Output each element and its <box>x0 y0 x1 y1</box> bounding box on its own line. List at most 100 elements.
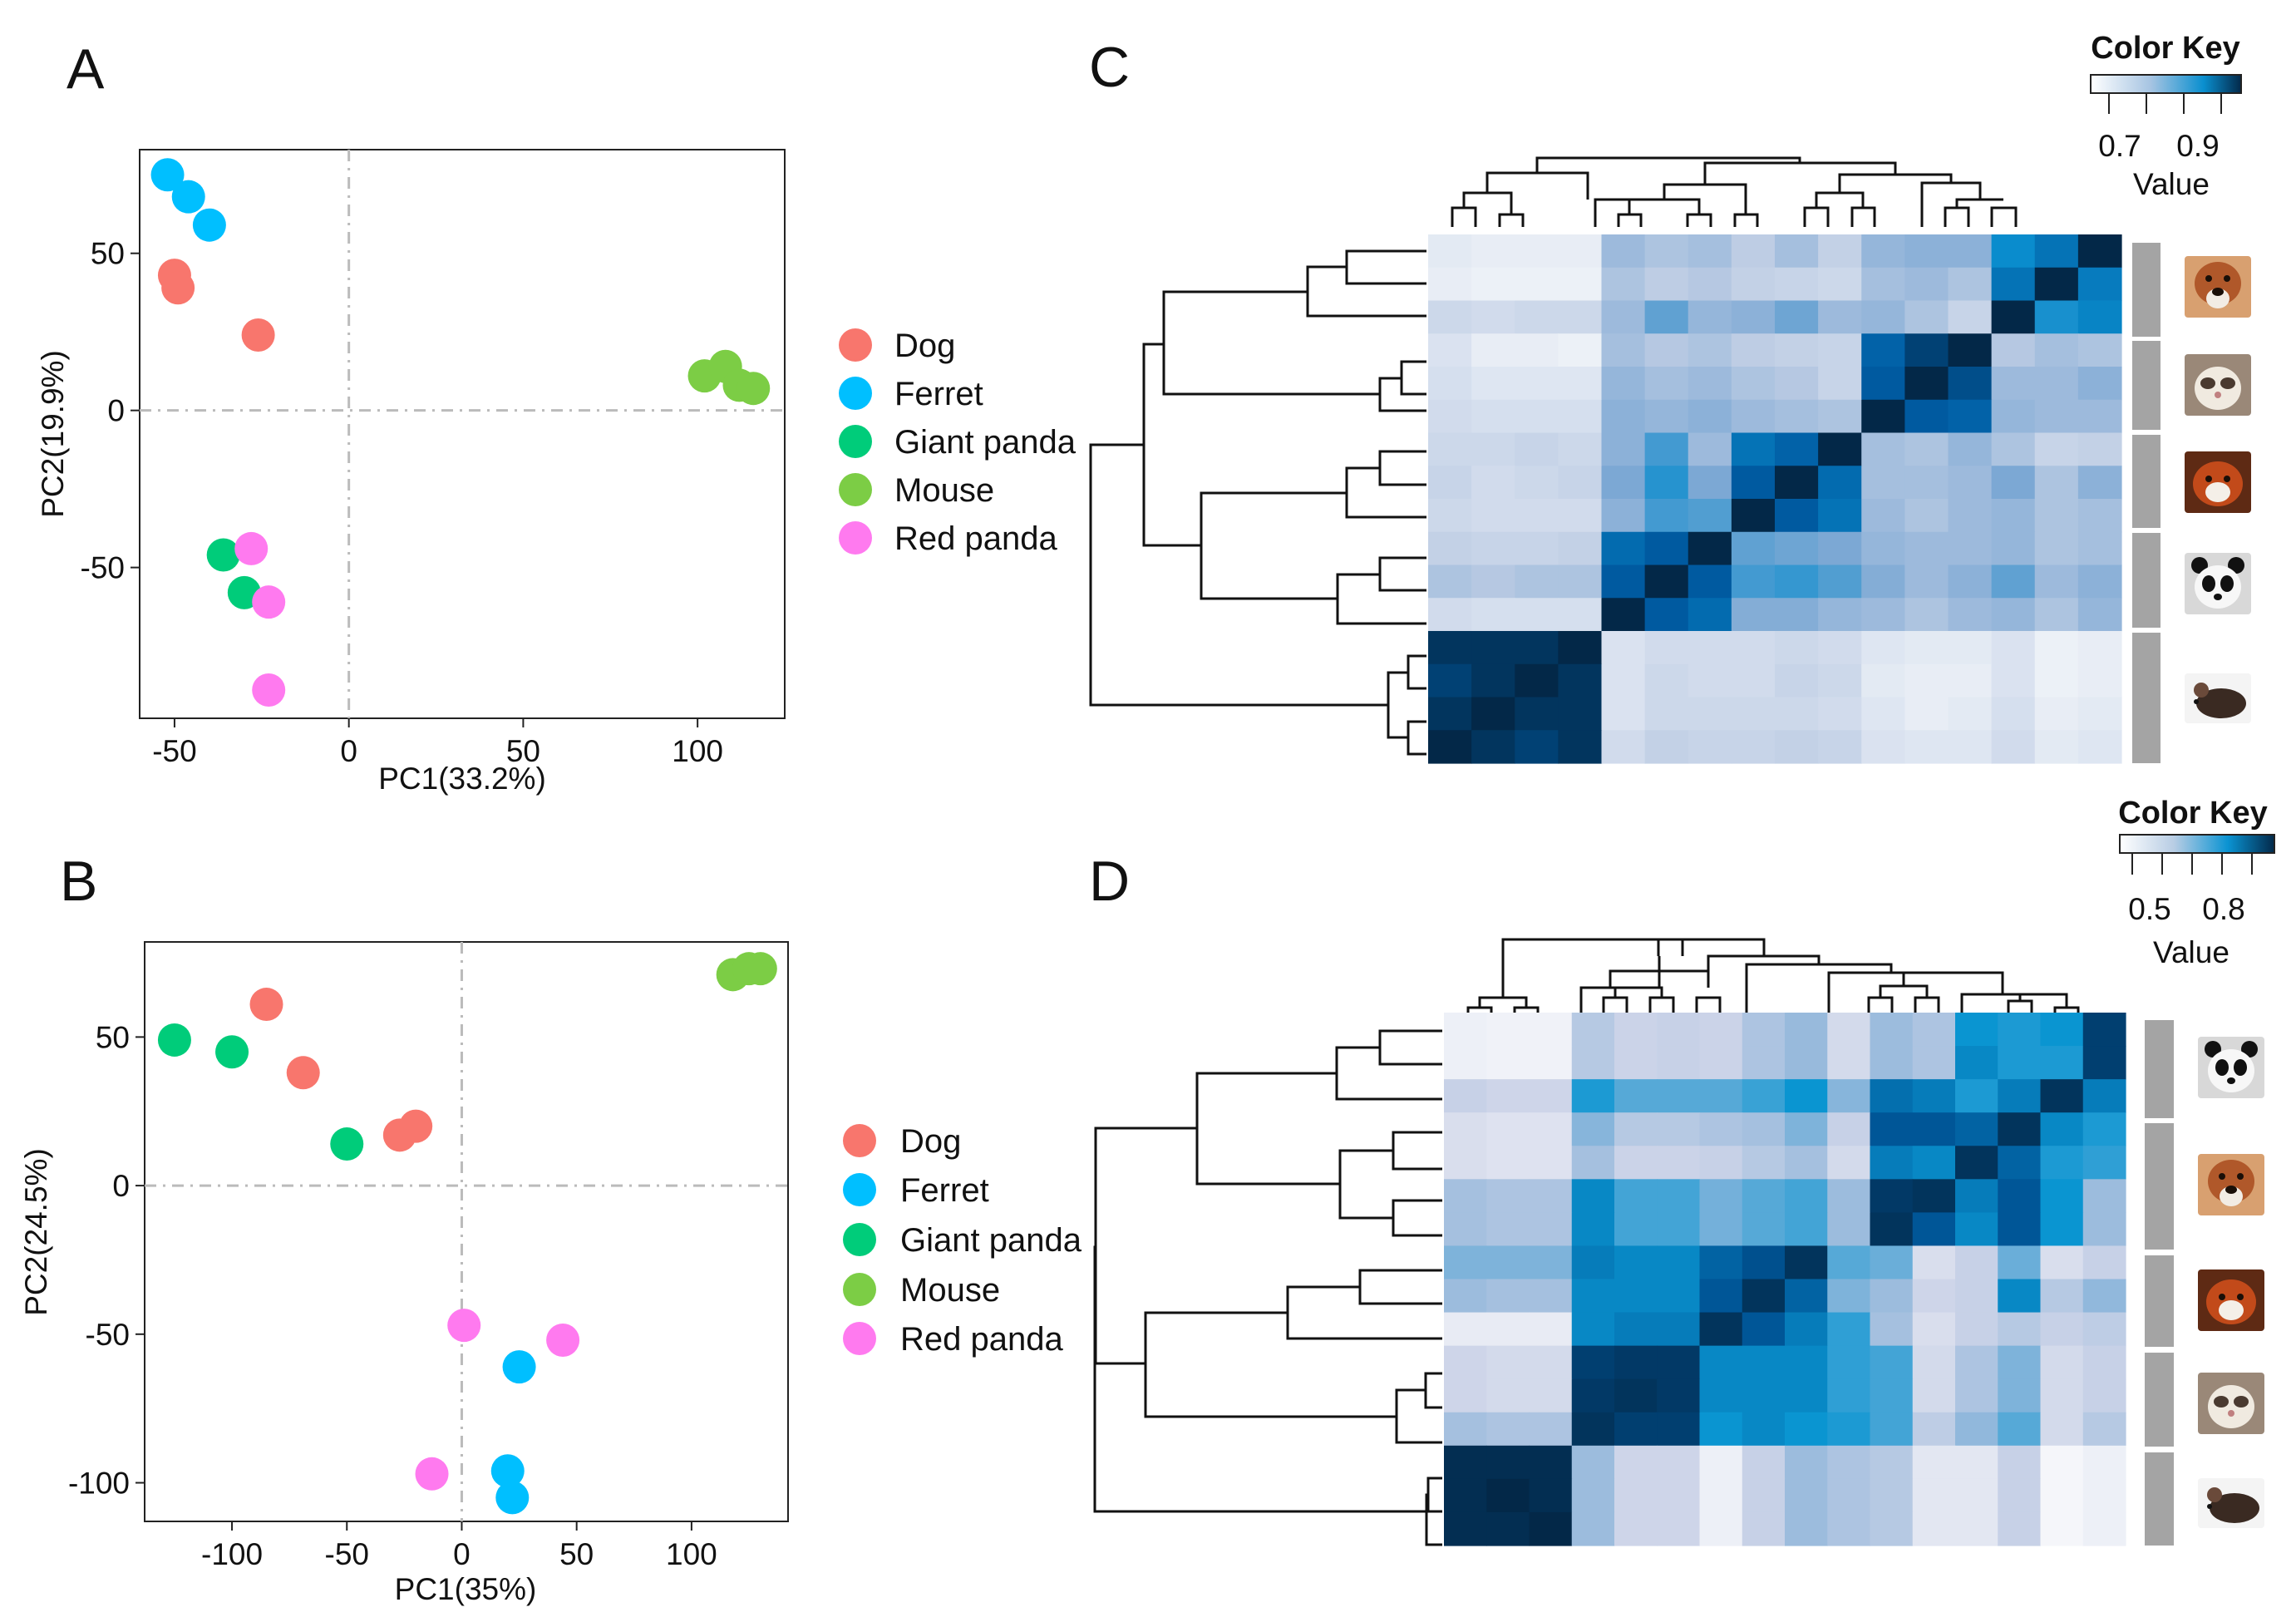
heatmap-cell <box>1444 1046 1487 1080</box>
heatmap-cell <box>1818 663 1862 698</box>
legend-dot-mouse-b <box>843 1273 876 1306</box>
heatmap-cell <box>1515 499 1559 533</box>
y-tick-label: -50 <box>81 551 125 585</box>
heatmap-cell <box>1775 598 1819 632</box>
group-bar-giant-panda-c <box>2132 533 2161 628</box>
legend-dot-ferret-a <box>839 377 872 410</box>
group-bars-c <box>2132 243 2161 763</box>
heatmap-cell <box>2077 531 2122 566</box>
heatmap-cell <box>1991 466 2036 500</box>
heatmap-cell <box>1955 1345 1998 1380</box>
heatmap-cell <box>1948 399 1993 434</box>
heatmap-cell <box>1644 531 1689 566</box>
heatmap-cell <box>1904 499 1949 533</box>
point-dog <box>286 1056 320 1090</box>
heatmap-cell <box>1955 1212 1998 1247</box>
point-giant-panda <box>215 1035 249 1069</box>
heatmap-cell <box>1948 466 1993 500</box>
point-red-panda <box>447 1309 481 1343</box>
heatmap-cell <box>1818 234 1862 269</box>
heatmap-cell <box>1471 399 1515 434</box>
heatmap-cell <box>1912 1312 1956 1347</box>
point-mouse <box>737 372 771 406</box>
heatmap-cell <box>2040 1146 2084 1180</box>
heatmap-cell <box>1818 466 1862 500</box>
heatmap-cell <box>1870 1046 1914 1080</box>
heatmap-cell <box>1948 730 1993 764</box>
heatmap-cell <box>1818 598 1862 632</box>
heatmap-cell <box>1998 1378 2042 1413</box>
x-ticks-b: -100 -50 0 50 100 <box>201 1521 717 1571</box>
heatmap-cell <box>1904 697 1949 731</box>
legend-label-giant-panda-b: Giant panda <box>900 1222 1082 1259</box>
heatmap-cell <box>1657 1079 1701 1113</box>
heatmap-cell <box>1444 1079 1487 1113</box>
heatmap-cell <box>1912 1046 1956 1080</box>
heatmap-cell <box>1904 300 1949 334</box>
heatmap-cell <box>1912 1478 1956 1513</box>
group-bar-red-panda-d <box>2145 1255 2174 1347</box>
heatmap-cell <box>1471 730 1515 764</box>
heatmap-cell <box>1471 697 1515 731</box>
group-bar-giant-panda-d <box>2145 1020 2174 1118</box>
heatmap-cell <box>1444 1345 1487 1380</box>
heatmap-cell <box>1904 663 1949 698</box>
giant-panda-icon <box>2198 1037 2264 1098</box>
heatmap-cell <box>1998 1345 2042 1380</box>
heatmap-cell <box>1861 234 1905 269</box>
heatmap-cell <box>1870 1279 1914 1314</box>
heatmap-cell <box>1644 399 1689 434</box>
panel-letter-c: C <box>1089 36 1130 99</box>
legend-dot-red-panda-a <box>839 521 872 555</box>
heatmap-cell <box>1571 1478 1615 1513</box>
heatmap-cell <box>1515 631 1559 665</box>
heatmap-cell <box>2034 234 2079 269</box>
heatmap-cell <box>1912 1412 1956 1447</box>
heatmap-cell <box>2034 598 2079 632</box>
heatmap-cell <box>1428 333 1472 367</box>
heatmap-cell <box>1742 1079 1786 1113</box>
heatmap-cell <box>1614 1345 1658 1380</box>
heatmap-cell <box>1571 1312 1615 1347</box>
point-ferret <box>495 1481 530 1515</box>
heatmap-cell <box>1529 1179 1573 1213</box>
heatmap-cell <box>1657 1511 1701 1546</box>
heatmap-cell <box>1904 631 1949 665</box>
legend-dot-red-panda-b <box>843 1322 876 1355</box>
heatmap-cell <box>1558 663 1603 698</box>
heatmap-cell <box>1785 1378 1828 1413</box>
x-tick-label: 100 <box>666 1537 717 1571</box>
heatmap-cell <box>1644 267 1689 302</box>
heatmap-cell <box>1428 399 1472 434</box>
heatmap-cell <box>1912 1445 1956 1480</box>
heatmap-cell <box>1471 367 1515 401</box>
heatmap-cell <box>1529 1212 1573 1247</box>
group-bar-dog-c <box>2132 243 2161 337</box>
point-ferret <box>502 1350 536 1384</box>
heatmap-cell <box>1775 333 1819 367</box>
heatmap-cell <box>1955 1412 1998 1447</box>
heatmap-cell <box>1657 1212 1701 1247</box>
heatmap-cell <box>1529 1279 1573 1314</box>
heatmap-cell <box>1785 1312 1828 1347</box>
color-key-tick-label-d: 0.8 <box>2202 892 2244 926</box>
heatmap-cell <box>1486 1279 1530 1314</box>
heatmap-cell <box>1775 531 1819 566</box>
heatmap-cell <box>1688 531 1732 566</box>
heatmap-cell <box>1785 1245 1828 1280</box>
heatmap-cell <box>1731 499 1776 533</box>
heatmap-cell <box>1614 1279 1658 1314</box>
heatmap-cell <box>1601 367 1646 401</box>
heatmap-cell <box>1948 333 1993 367</box>
legend-label-red-panda-a: Red panda <box>894 520 1057 557</box>
heatmap-cell <box>1731 697 1776 731</box>
heatmap-cell <box>1644 663 1689 698</box>
heatmap-cell <box>1614 1046 1658 1080</box>
heatmap-cell <box>1948 598 1993 632</box>
heatmap-cell <box>1471 300 1515 334</box>
legend-dot-dog-b <box>843 1124 876 1157</box>
heatmap-cell <box>1471 663 1515 698</box>
heatmap-cell <box>1731 663 1776 698</box>
heatmap-cell <box>1657 1312 1701 1347</box>
heatmap-cell <box>1785 1013 1828 1047</box>
